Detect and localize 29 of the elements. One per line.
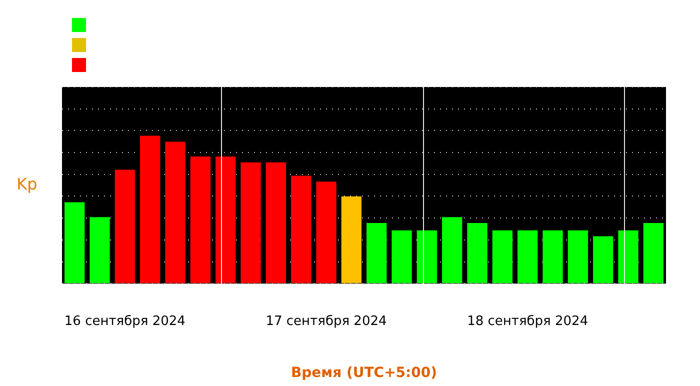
x-tick-label: 18 сентября 2024 [467,314,588,329]
bar [618,230,638,284]
bar [392,230,412,284]
bar [518,230,538,284]
bar [442,217,462,284]
y-axis-title: Kp [16,174,38,194]
bar [316,182,336,284]
x-axis-title: Время (UTC+5:00) [290,365,438,382]
bar [190,156,210,284]
bar [114,170,135,284]
bar [64,202,85,284]
bar [492,230,512,284]
x-tick-label: 17 сентября 2024 [266,314,387,329]
bar [165,142,186,284]
bar [216,156,236,284]
bar [542,230,563,284]
bar [593,236,614,284]
bar [291,176,312,284]
bar [467,222,488,284]
bar [240,162,261,284]
x-tick-label: 16 сентября 2024 [64,314,186,329]
bar [266,162,286,284]
bar [140,136,160,284]
bar [90,217,110,284]
bar [416,230,437,284]
bar [568,230,588,284]
bar [341,196,362,284]
bar [643,222,664,284]
bar [366,222,387,284]
